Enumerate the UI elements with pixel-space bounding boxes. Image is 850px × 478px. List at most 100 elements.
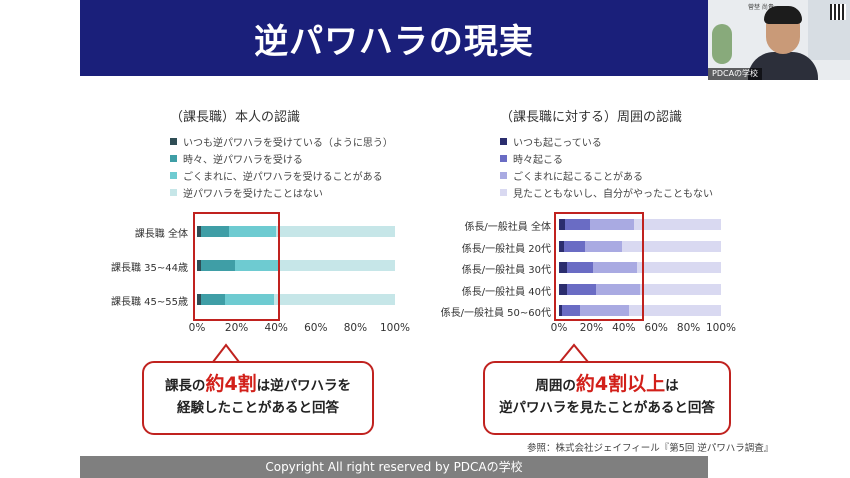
- left-bar-segment: [228, 226, 277, 237]
- right-legend-swatch: [500, 155, 507, 162]
- slide-title: 逆パワハラの現実: [254, 21, 534, 62]
- left-row-label: 課長職 45~55歳: [110, 297, 188, 308]
- right-tick-label: 40%: [612, 322, 636, 334]
- right-legend-swatch: [500, 189, 507, 196]
- right-row-label: 係長/一般社員 30代: [461, 265, 551, 276]
- right-bar-segment: [622, 240, 721, 252]
- right-bar-segment: [559, 283, 568, 295]
- left-tick-label: 100%: [379, 322, 411, 334]
- left-legend: いつも逆パワハラを受けている（ように思う） 時々、逆パワハラを受ける ごくまれに、逆…: [170, 133, 393, 201]
- left-legend-item: ごくまれに、逆パワハラを受けることがある: [170, 167, 393, 184]
- right-bar-segment: [593, 262, 637, 273]
- right-legend-label: ごくまれに起こることがある: [513, 172, 643, 183]
- left-legend-item: 時々、逆パワハラを受ける: [170, 150, 393, 167]
- left-chart-title: （課長職）本人の認識: [170, 110, 301, 125]
- left-tick-label: 80%: [343, 322, 368, 334]
- right-row-label: 係長/一般社員 全体: [464, 222, 551, 233]
- left-legend-swatch: [170, 138, 177, 145]
- right-legend-item: 時々起こる: [500, 150, 713, 167]
- left-tick-label: 40%: [264, 322, 288, 334]
- left-bar-segment: [276, 226, 395, 237]
- right-tick-label: 60%: [644, 322, 668, 334]
- plant-decoration: [712, 24, 732, 64]
- right-callout-post: は: [665, 378, 679, 394]
- name-card: 菅埜 尚貴: [748, 4, 774, 11]
- left-bar: [197, 260, 395, 271]
- right-bar-segment: [565, 219, 590, 230]
- right-bar-segment: [562, 305, 581, 316]
- left-legend-swatch: [170, 172, 177, 179]
- left-legend-swatch: [170, 189, 177, 196]
- left-bar-segment: [234, 260, 279, 271]
- right-bar-segment: [596, 283, 640, 295]
- left-row-label: 課長職 全体: [134, 229, 188, 240]
- right-callout-line2: 逆パワハラを見たことがあると回答: [499, 400, 715, 416]
- right-chart-title: （課長職に対する）周囲の認識: [500, 110, 683, 125]
- right-row-label: 係長/一般社員 50~60代: [440, 308, 551, 319]
- right-legend-swatch: [500, 172, 507, 179]
- right-bar: [559, 305, 721, 316]
- right-margin: [708, 80, 850, 478]
- right-bar: [559, 219, 721, 230]
- right-callout-highlight: 約4割以上: [575, 373, 666, 395]
- right-bar-segment: [559, 305, 563, 316]
- right-bar: [559, 240, 721, 252]
- left-highlight-box: [193, 212, 280, 321]
- right-row-label: 係長/一般社員 40代: [461, 286, 551, 298]
- left-bar-segment: [200, 260, 235, 271]
- left-bar-segment: [224, 294, 275, 305]
- left-callout: 課長の約4割は逆パワハラを 経験したことがあると回答: [142, 361, 374, 435]
- left-legend-item: 逆パワハラを受けたことはない: [170, 184, 393, 201]
- left-bar-segment: [197, 226, 201, 237]
- right-bar: [559, 283, 721, 295]
- right-callout: 周囲の約4割以上は 逆パワハラを見たことがあると回答: [483, 361, 731, 435]
- left-bar: [197, 294, 395, 305]
- left-callout-line2: 経験したことがあると回答: [177, 400, 339, 416]
- right-bar-segment: [563, 240, 585, 252]
- right-bar-segment: [559, 240, 564, 252]
- right-row-label: 係長/一般社員 20代: [461, 243, 551, 255]
- footer-copyright: Copyright All right reserved by PDCAの学校: [80, 456, 708, 478]
- camera-label: PDCAの学校: [708, 68, 763, 80]
- source-note: 参照：株式会社ジェイフィール『第5回 逆パワハラ調査』: [527, 443, 774, 454]
- right-legend-swatch: [500, 138, 507, 145]
- left-bar-segment: [197, 260, 201, 271]
- left-callout-highlight: 約4割: [205, 373, 257, 395]
- title-bar: 逆パワハラの現実: [80, 0, 708, 76]
- right-bar: [559, 262, 721, 273]
- left-legend-item: いつも逆パワハラを受けている（ように思う）: [170, 133, 393, 150]
- right-tick-label: 20%: [579, 322, 604, 334]
- right-legend-item: ごくまれに起こることがある: [500, 167, 713, 184]
- left-bar-segment: [200, 226, 229, 237]
- right-legend-item: 見たこともないし、自分がやったこともない: [500, 184, 713, 201]
- right-bar-segment: [633, 219, 721, 230]
- left-bar-segment: [200, 294, 225, 305]
- left-legend-label: 時々、逆パワハラを受ける: [183, 155, 303, 166]
- right-legend-item: いつも起こっている: [500, 133, 713, 150]
- right-callout-pre: 周囲の: [535, 378, 576, 394]
- camera-feed[interactable]: 菅埜 尚貴 PDCAの学校: [708, 0, 850, 80]
- right-bar-segment: [559, 262, 568, 273]
- right-legend-label: 見たこともないし、自分がやったこともない: [513, 189, 713, 200]
- right-bar-segment: [559, 219, 566, 230]
- right-bar-segment: [640, 283, 721, 295]
- right-bar-segment: [628, 305, 721, 316]
- left-bar-segment: [278, 260, 395, 271]
- qr-code-icon: [830, 4, 846, 20]
- left-tick-label: 60%: [304, 322, 328, 334]
- left-tick-label: 0%: [188, 322, 206, 334]
- right-tick-label: 0%: [550, 322, 568, 334]
- right-legend-label: いつも起こっている: [513, 138, 602, 149]
- left-callout-pre: 課長の: [164, 378, 206, 394]
- right-tick-label: 100%: [705, 322, 737, 334]
- left-bar: [197, 226, 395, 237]
- person-hair: [764, 6, 802, 24]
- right-bar-segment: [636, 262, 721, 273]
- right-bar-segment: [589, 219, 634, 230]
- left-margin: [0, 0, 80, 478]
- left-tick-label: 20%: [224, 322, 249, 334]
- left-row-label: 課長職 35~44歳: [110, 263, 188, 274]
- left-legend-label: 逆パワハラを受けたことはない: [183, 189, 323, 200]
